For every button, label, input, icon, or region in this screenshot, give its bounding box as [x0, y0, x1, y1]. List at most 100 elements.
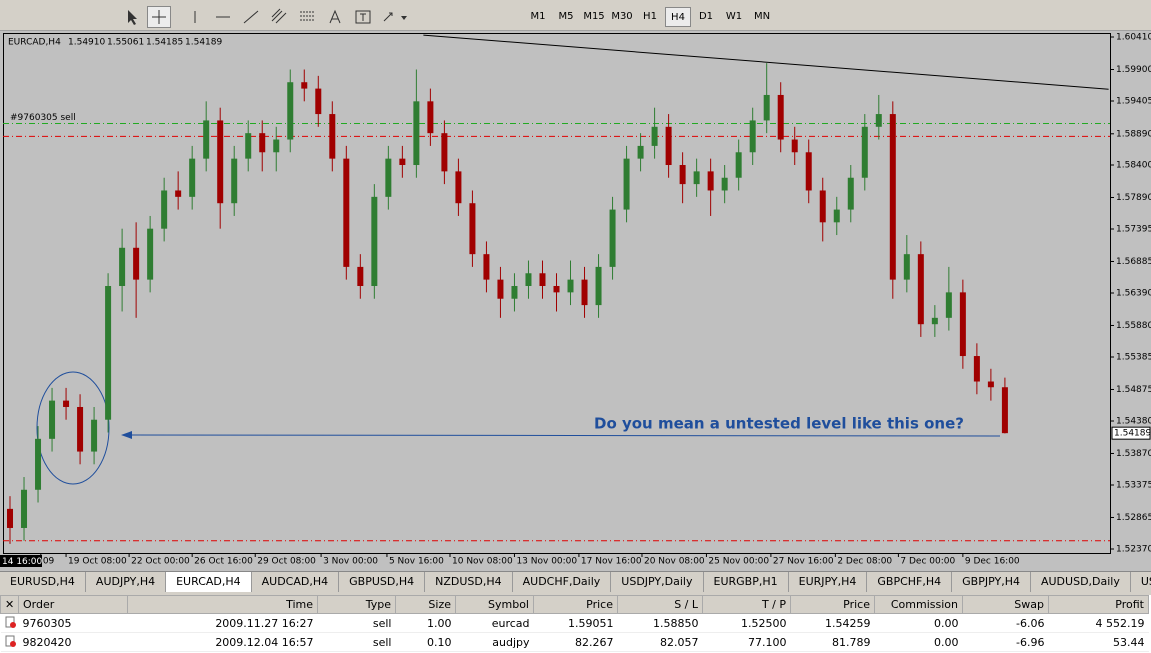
order-row[interactable]: 9760305 2009.11.27 16:27 sell 1.00 eurcad 1.5…	[0, 613, 1149, 633]
candle-body	[763, 94, 770, 121]
chart-tab[interactable]: USDJPY,Daily	[611, 572, 704, 592]
crosshair-tool[interactable]	[147, 6, 171, 28]
candle-body	[987, 381, 994, 388]
candle-body	[595, 266, 602, 306]
chart-tab[interactable]: USDCHF,	[1131, 572, 1151, 592]
annotation: Do you mean a untested level like this o…	[594, 415, 964, 433]
timeframe-button[interactable]: MN	[753, 11, 771, 22]
order-cell: 0.00	[874, 632, 963, 652]
candle-body	[7, 508, 14, 528]
timeframe-button[interactable]: M5	[558, 11, 574, 22]
x-tick-label: 17 Nov 16:00	[581, 557, 642, 567]
close-button[interactable]: ✕	[0, 595, 19, 614]
chart-tab[interactable]: GBPJPY,H4	[952, 572, 1031, 592]
candle-body	[623, 158, 630, 210]
y-tick-label: 1.55880	[1116, 321, 1151, 331]
chart-tab[interactable]: AUDJPY,H4	[86, 572, 167, 592]
timeframe-button[interactable]: D1	[698, 11, 714, 22]
label-tool[interactable]	[352, 7, 374, 27]
column-header[interactable]: Time	[127, 595, 318, 614]
candle-body	[427, 101, 434, 134]
chart-tab[interactable]: EURJPY,H4	[789, 572, 868, 592]
candle-body	[637, 145, 644, 159]
candle-body	[203, 120, 210, 159]
column-header[interactable]: Swap	[962, 595, 1049, 614]
timeframe-button[interactable]: W1	[725, 11, 743, 22]
order-cell: 9820420	[18, 632, 128, 652]
timeframe-button[interactable]: M30	[611, 11, 633, 22]
order-row[interactable]: 9820420 2009.12.04 16:57 sell 0.10 audjpy 82.…	[0, 632, 1149, 652]
column-header[interactable]: Profit	[1048, 595, 1149, 614]
chart-tab[interactable]: EURUSD,H4	[0, 572, 86, 592]
y-tick-label: 1.57395	[1116, 225, 1151, 235]
chart-tab[interactable]: EURGBP,H1	[704, 572, 789, 592]
ohlc-value: 1.54189	[185, 38, 222, 48]
vline-tool[interactable]	[184, 7, 206, 27]
ohlc-value: 1.54910	[68, 38, 105, 48]
candle-body	[315, 88, 322, 115]
column-header[interactable]: Symbol	[455, 595, 534, 614]
column-header[interactable]: Commission	[874, 595, 963, 614]
current-price-box	[1111, 426, 1151, 440]
hline-tool[interactable]	[212, 7, 234, 27]
y-tick-label: 1.53375	[1116, 480, 1151, 490]
column-header[interactable]: Price	[790, 595, 875, 614]
order-cell: 81.789	[790, 632, 875, 652]
y-tick-label: 1.56885	[1116, 257, 1151, 267]
x-tick-label: 19 Oct 08:00	[68, 557, 127, 567]
chart-tab[interactable]: GBPUSD,H4	[339, 572, 426, 592]
trendline-tool[interactable]	[240, 7, 262, 27]
y-tick-label: 1.59900	[1116, 65, 1151, 75]
y-tick-label: 1.60410	[1116, 33, 1151, 43]
chart-tab[interactable]: EURCAD,H4	[166, 572, 252, 592]
timeframe-button[interactable]: H1	[643, 11, 657, 22]
chart-tab[interactable]: NZDUSD,H4	[425, 572, 513, 592]
order-cell: 2009.11.27 16:27	[127, 613, 318, 633]
timeframe-button[interactable]: H4	[665, 7, 691, 27]
candle-body	[875, 114, 882, 127]
arrows-tool[interactable]	[380, 7, 410, 27]
chart-tab[interactable]: AUDCHF,Daily	[513, 572, 612, 592]
candle-body	[63, 400, 70, 407]
candle-body	[147, 228, 154, 280]
candle-body	[189, 158, 196, 197]
chart-tab[interactable]: AUDCAD,H4	[252, 572, 340, 592]
candle-body	[511, 285, 518, 299]
chart-tab[interactable]: GBPCHF,H4	[867, 572, 953, 592]
fibo-tool[interactable]	[296, 7, 318, 27]
candle-body	[553, 285, 560, 293]
column-header[interactable]: Price	[533, 595, 618, 614]
timeframe-button[interactable]: M1	[530, 11, 546, 22]
candle-body	[749, 120, 756, 153]
candle-body	[791, 139, 798, 153]
candle-body	[567, 279, 574, 293]
column-header[interactable]: T / P	[702, 595, 791, 614]
order-cell: 1.00	[395, 613, 456, 633]
column-header[interactable]: S / L	[617, 595, 703, 614]
cursor-tool[interactable]	[120, 7, 142, 27]
column-header[interactable]: Size	[395, 595, 456, 614]
chart-tabs: EURUSD,H4 AUDJPY,H4 EURCAD,H4 AUDCAD,H4 GBPU…	[0, 571, 1151, 592]
order-cell: 1.58850	[617, 613, 703, 633]
x-tick-label: 22 Oct 00:00	[131, 557, 190, 567]
channel-tool[interactable]	[268, 7, 290, 27]
text-tool[interactable]	[324, 7, 346, 27]
x-tick-label: 29 Oct 08:00	[257, 557, 316, 567]
order-cell: 9760305	[18, 613, 128, 633]
order-cell: 4 552.19	[1048, 613, 1149, 633]
x-tick-label: 27 Nov 16:00	[773, 557, 834, 567]
candle-body	[609, 209, 616, 267]
candle-body	[35, 438, 42, 490]
order-cell: 77.100	[702, 632, 791, 652]
timeframe-button[interactable]: M15	[583, 11, 605, 22]
column-header[interactable]: Type	[317, 595, 396, 614]
order-cell: 1.59051	[533, 613, 618, 633]
chart-tab[interactable]: AUDUSD,Daily	[1031, 572, 1131, 592]
candle-body	[931, 317, 938, 325]
candle-body	[371, 196, 378, 286]
column-header[interactable]: Order	[18, 595, 128, 614]
chart: Do you mean a untested level like this o…	[0, 31, 1151, 571]
